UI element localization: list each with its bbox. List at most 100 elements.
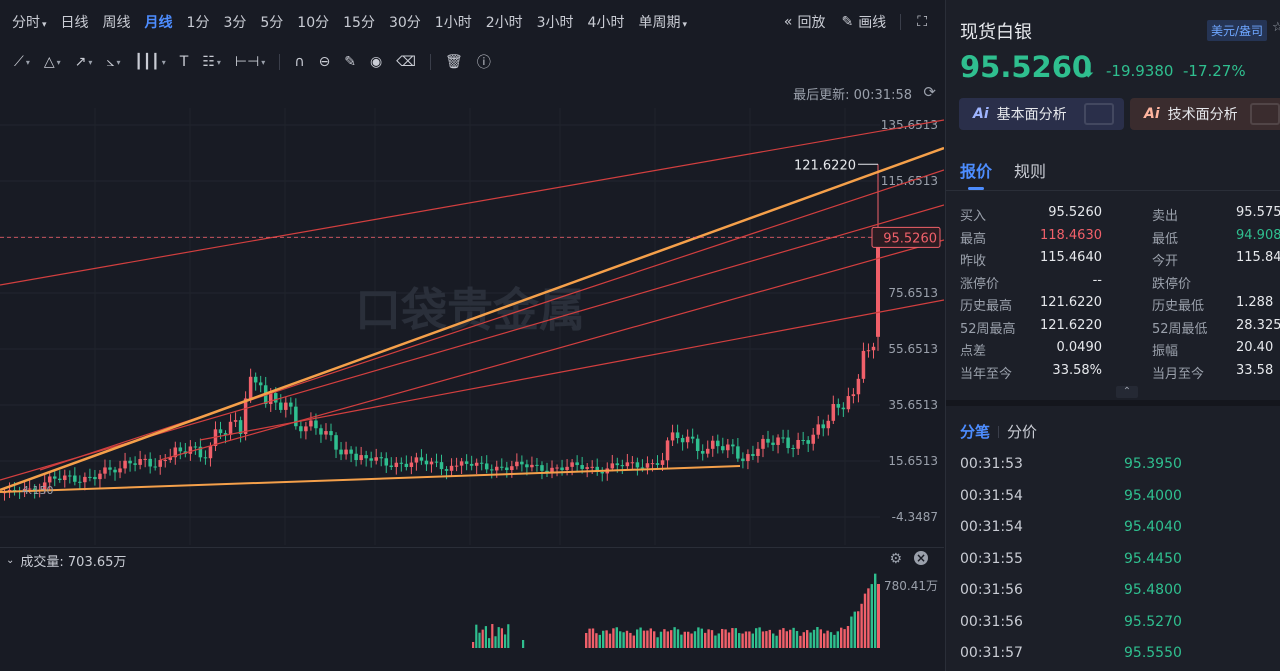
timeframe-tab[interactable]: 周线 — [103, 12, 131, 32]
volume-bar — [602, 630, 605, 648]
volume-bar — [653, 631, 656, 648]
note-tool[interactable]: ☷ ▾ — [202, 54, 221, 70]
candle-body — [479, 462, 484, 464]
trendline-tool[interactable]: ⟋ ▾ — [14, 54, 30, 70]
candle-body — [540, 465, 544, 471]
timeframe-tab[interactable]: 日线 — [61, 12, 89, 32]
edit-tool[interactable]: ✎ — [344, 54, 356, 70]
timeframe-tab[interactable]: 15分 — [343, 12, 375, 32]
quote-row: 涨停价 -- 跌停价 — [946, 273, 1280, 295]
caret-down-icon: ▾ — [56, 57, 61, 67]
lock-tool[interactable]: ⊖ — [319, 54, 331, 70]
tick-row: 00:31:53 95.3950 — [946, 456, 1280, 476]
magnet-tool[interactable]: ∩ — [294, 54, 304, 70]
unit-badge[interactable]: 美元/盎司 — [1207, 20, 1268, 41]
candle-body — [700, 451, 705, 454]
candle-body — [389, 465, 394, 467]
quote-label: 卖出 — [1152, 209, 1179, 224]
timeframe-tab[interactable]: 单周期 ▾ — [638, 12, 687, 32]
text-tool[interactable]: T — [180, 54, 189, 70]
tick-time: 00:31:54 — [960, 487, 1023, 504]
trendline-thin — [39, 169, 944, 471]
timeframe-tab[interactable]: 1小时 — [435, 12, 472, 32]
range-tool[interactable]: ⊢⊣ ▾ — [235, 54, 265, 70]
tab-price-levels[interactable]: 分价 — [1007, 423, 1038, 441]
volume-bar — [772, 633, 775, 648]
triangle-tool[interactable]: △ ▾ — [44, 54, 61, 70]
timeframe-label: 月线 — [144, 15, 173, 31]
quote-label: 点差 — [960, 344, 987, 359]
gear-icon[interactable]: ⚙ — [889, 551, 902, 567]
caret-down-icon: ▾ — [216, 57, 221, 67]
timeframe-tab[interactable]: 10分 — [297, 12, 329, 32]
timeframe-tab[interactable]: 30分 — [389, 12, 421, 32]
candle-body — [188, 446, 193, 454]
candle-body — [344, 449, 348, 455]
timeframe-tab[interactable]: 4小时 — [588, 12, 625, 32]
candle-body — [148, 458, 152, 467]
candle-body — [454, 465, 459, 467]
close-icon[interactable]: × — [914, 551, 928, 565]
visibility-tool[interactable]: ◉ — [370, 54, 382, 70]
chevron-down-icon[interactable]: ⌄ — [6, 555, 15, 566]
trash-tool[interactable]: 🗑 — [445, 54, 463, 70]
candle-body — [510, 466, 514, 471]
star-icon[interactable]: ☆ — [1272, 20, 1280, 35]
angle-tool[interactable]: ⦣ ▾ — [106, 54, 120, 70]
drawing-toolbar: ⟋ ▾ △ ▾ ↗ ▾ ⦣ ▾ ┃┃┃ ▾ T ☷ ▾ ⊢⊣ ▾ ∩ ⊖ ✎ ◉ ⌫ 🗑 ⓘ — [0, 44, 944, 80]
candle-body — [238, 420, 243, 435]
chevron-up-icon[interactable]: ⌃ — [1116, 386, 1138, 398]
candle-body — [113, 469, 117, 473]
volume-bar — [717, 633, 720, 648]
timeframe-tab[interactable]: 5分 — [260, 12, 283, 32]
tab-quote[interactable]: 报价 — [960, 158, 992, 190]
info-tool[interactable]: ⓘ — [477, 52, 491, 72]
candle-body — [27, 488, 32, 490]
bars-tool[interactable]: ┃┃┃ ▾ — [134, 54, 165, 70]
candle-body — [595, 466, 599, 473]
volume-bar — [649, 628, 652, 648]
quote-value: 28.325 — [1236, 317, 1280, 333]
eraser-tool[interactable]: ⌫ — [396, 54, 416, 70]
volume-bar — [738, 633, 741, 648]
edit-icon: ✎ — [344, 54, 357, 70]
volume-bar — [642, 630, 646, 648]
quote-value: 121.6220 — [1039, 295, 1102, 310]
candle-body — [243, 398, 248, 435]
volume-bar — [731, 628, 734, 648]
candle-body — [846, 396, 851, 410]
fullscreen-button[interactable]: ⛶ — [917, 14, 932, 30]
tab-rules[interactable]: 规则 — [1014, 162, 1047, 181]
caret-down-icon: ▾ — [88, 57, 93, 67]
tick-row: 00:31:54 95.4040 — [946, 519, 1280, 539]
replay-button[interactable]: « 回放 — [783, 14, 826, 31]
volume-bar — [782, 628, 785, 648]
tick-time: 00:31:56 — [960, 582, 1023, 598]
ai-technical-button[interactable]: Ai 技术面分析 — [1130, 98, 1280, 130]
timeframe-tab[interactable]: 2小时 — [486, 12, 523, 32]
timeframe-tab[interactable]: 月线 — [145, 12, 173, 32]
quote-label: 涨停价 — [960, 276, 1000, 292]
volume-bar — [734, 628, 737, 648]
candle-body — [821, 424, 826, 429]
timeframe-tab[interactable]: 分时 ▾ — [12, 12, 47, 32]
volume-bar — [829, 632, 833, 648]
refresh-icon[interactable]: ⟳ — [923, 83, 936, 101]
candle-body — [108, 467, 112, 470]
arrow-tool[interactable]: ↗ ▾ — [75, 54, 93, 70]
ai-fundamental-button[interactable]: Ai 基本面分析 — [959, 98, 1124, 130]
divider — [900, 14, 902, 30]
chart-area: 分时 ▾ 日线 周线 月线 1分 3分 5分 10分 15分 30分 1小时 2小时 3小时 4小时 单周期 ▾… — [0, 12, 944, 648]
volume-bar — [819, 629, 822, 648]
candle-body — [464, 461, 469, 464]
price-chart[interactable]: 口袋贵金属135.6513115.651395.651375.651355.65… — [0, 108, 944, 545]
draw-button[interactable]: ✎ 画线 — [841, 14, 887, 31]
tab-ticks[interactable]: 分笔 — [960, 423, 991, 441]
timeframe-tab[interactable]: 1分 — [187, 12, 210, 32]
candle-body — [233, 420, 238, 422]
timeframe-tab[interactable]: 3小时 — [537, 12, 574, 32]
candle-body — [143, 458, 147, 460]
volume-bar — [850, 616, 853, 648]
trendline-thin — [159, 239, 944, 461]
timeframe-tab[interactable]: 3分 — [223, 12, 246, 32]
